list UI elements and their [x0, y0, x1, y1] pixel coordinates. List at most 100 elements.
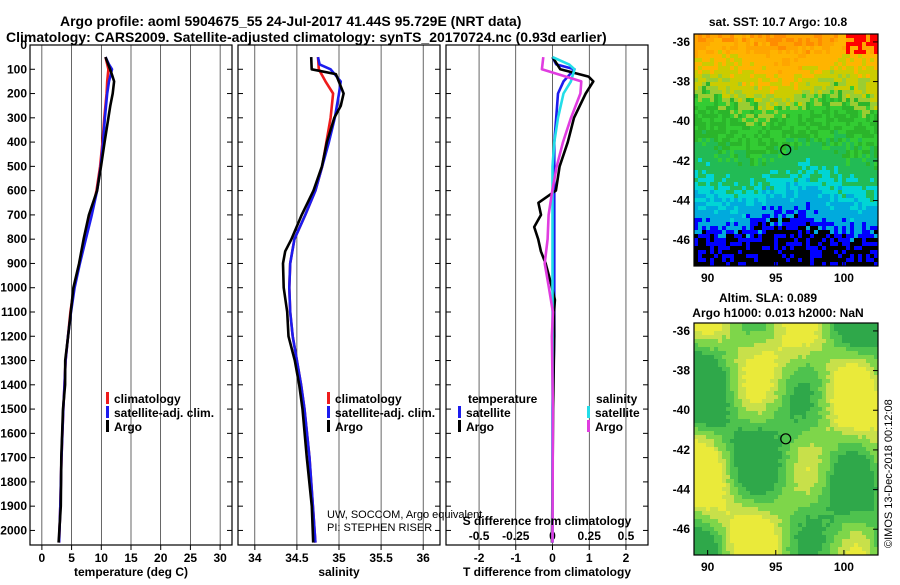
map-cell	[742, 218, 746, 222]
map-cell	[802, 82, 806, 86]
map-cell	[778, 242, 782, 246]
map-cell	[794, 62, 798, 66]
map-cell	[818, 154, 822, 158]
map-cell	[814, 50, 818, 54]
map-cell	[838, 463, 842, 467]
map-cell	[746, 194, 750, 198]
map-cell	[826, 142, 830, 146]
map-cell	[854, 122, 858, 126]
map-cell	[786, 483, 790, 487]
map-cell	[786, 178, 790, 182]
map-cell	[706, 487, 710, 491]
map-cell	[742, 98, 746, 102]
map-cell	[866, 230, 870, 234]
map-cell	[750, 383, 754, 387]
map-cell	[722, 407, 726, 411]
map-cell	[866, 66, 870, 70]
map-cell	[754, 379, 758, 383]
map-cell	[698, 34, 702, 38]
map-cell	[726, 130, 730, 134]
map-cell	[786, 387, 790, 391]
map-cell	[862, 106, 866, 110]
map-cell	[722, 146, 726, 150]
map-cell	[766, 347, 770, 351]
map-cell	[738, 491, 742, 495]
map-cell	[726, 190, 730, 194]
map-cell	[734, 447, 738, 451]
map-cell	[754, 479, 758, 483]
map-cell	[778, 138, 782, 142]
map-cell	[822, 38, 826, 42]
map-cell	[726, 226, 730, 230]
map-cell	[818, 54, 822, 58]
map-cell	[754, 210, 758, 214]
map-cell	[834, 343, 838, 347]
x-tick-label: 30	[213, 551, 227, 565]
map-cell	[838, 455, 842, 459]
map-cell	[718, 483, 722, 487]
map-cell	[858, 439, 862, 443]
map-cell	[750, 415, 754, 419]
map-cell	[746, 230, 750, 234]
map-cell	[754, 419, 758, 423]
map-cell	[782, 351, 786, 355]
map-cell	[762, 475, 766, 479]
map-cell	[714, 423, 718, 427]
map-cell	[714, 335, 718, 339]
map-cell	[846, 90, 850, 94]
map-cell	[862, 170, 866, 174]
map-cell	[710, 499, 714, 503]
map-cell	[758, 82, 762, 86]
map-cell	[770, 50, 774, 54]
map-cell	[750, 467, 754, 471]
map-cell	[838, 66, 842, 70]
map-cell	[850, 459, 854, 463]
map-cell	[846, 327, 850, 331]
map-cell	[770, 423, 774, 427]
map-cell	[826, 258, 830, 262]
map-cell	[786, 419, 790, 423]
map-cell	[734, 471, 738, 475]
map-cell	[790, 242, 794, 246]
map-cell	[742, 42, 746, 46]
map-cell	[806, 74, 810, 78]
map-cell	[854, 214, 858, 218]
map-cell	[762, 447, 766, 451]
map-cell	[774, 411, 778, 415]
map-cell	[802, 234, 806, 238]
map-cell	[830, 58, 834, 62]
map-cell	[750, 66, 754, 70]
map-cell	[702, 206, 706, 210]
map-cell	[818, 206, 822, 210]
map-cell	[714, 427, 718, 431]
map-cell	[718, 258, 722, 262]
map-cell	[750, 431, 754, 435]
map-cell	[854, 487, 858, 491]
map-cell	[830, 78, 834, 82]
map-cell	[734, 383, 738, 387]
map-cell	[850, 451, 854, 455]
map-cell	[830, 154, 834, 158]
map-cell	[718, 90, 722, 94]
map-cell	[778, 126, 782, 130]
map-cell	[810, 182, 814, 186]
map-cell	[798, 146, 802, 150]
map-cell	[774, 375, 778, 379]
map-cell	[830, 190, 834, 194]
map-cell	[786, 459, 790, 463]
map-cell	[814, 178, 818, 182]
map-cell	[738, 479, 742, 483]
map-cell	[738, 210, 742, 214]
map-cell	[870, 363, 874, 367]
map-cell	[790, 391, 794, 395]
map-cell	[818, 198, 822, 202]
map-cell	[770, 242, 774, 246]
map-cell	[770, 495, 774, 499]
map-cell	[754, 170, 758, 174]
map-cell	[862, 58, 866, 62]
map-cell	[746, 499, 750, 503]
map-cell	[710, 70, 714, 74]
map-cell	[762, 254, 766, 258]
map-cell	[826, 102, 830, 106]
map-cell	[754, 186, 758, 190]
